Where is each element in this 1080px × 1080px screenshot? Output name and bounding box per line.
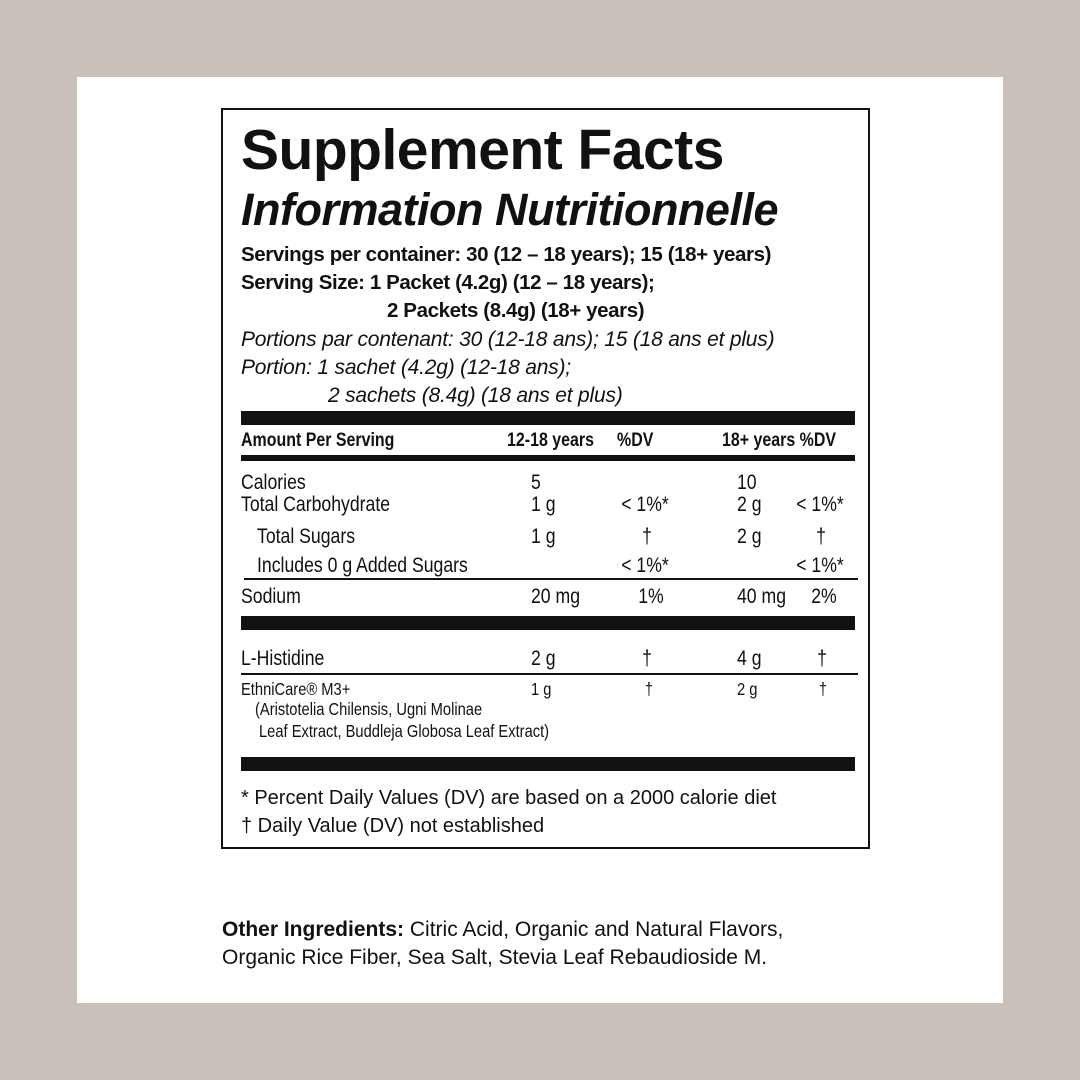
row-dv-2: †: [816, 525, 826, 548]
divider-medium: [241, 455, 855, 461]
other-ingredients-text-2: Organic Rice Fiber, Sea Salt, Stevia Lea…: [222, 946, 768, 969]
row-amount-2: 40 mg: [737, 585, 787, 608]
row-dv-1: †: [642, 525, 652, 548]
header-col2: 18+ years %DV: [722, 430, 837, 451]
serving-size-en-2: 2 Packets (8.4g) (18+ years): [387, 299, 645, 322]
other-ingredients-label: Other Ingredients:: [222, 918, 405, 941]
row-dv-1: †: [644, 679, 654, 699]
divider-thick: [241, 411, 855, 425]
row-dv-2: < 1%*: [796, 554, 844, 577]
row-name: Sodium: [241, 585, 301, 608]
row-dv-1: < 1%*: [621, 554, 669, 577]
row-amount-2: 2 g: [737, 679, 758, 699]
header-dv1: %DV: [617, 430, 654, 451]
row-name: L-Histidine: [241, 647, 325, 670]
divider-thin: [241, 673, 858, 675]
supplement-facts-box: [221, 108, 870, 849]
serving-size-fr-2: 2 sachets (8.4g) (18 ans et plus): [328, 384, 623, 407]
row-name: Total Carbohydrate: [241, 493, 391, 516]
row-amount-2: 10: [737, 471, 757, 494]
serving-size-fr-1: Portion: 1 sachet (4.2g) (12-18 ans);: [241, 356, 571, 379]
row-amount-1: 5: [531, 471, 541, 494]
divider-thick: [241, 757, 855, 771]
row-amount-2: 2 g: [737, 493, 762, 516]
ethnicare-detail-1: (Aristotelia Chilensis, Ugni Molinae: [255, 699, 483, 719]
servings-fr: Portions par contenant: 30 (12-18 ans); …: [241, 328, 775, 351]
row-amount-1: 1 g: [531, 525, 556, 548]
row-name: Total Sugars: [257, 525, 356, 548]
row-dv-2: †: [817, 647, 827, 670]
row-amount-2: 2 g: [737, 525, 762, 548]
row-dv-1: †: [642, 647, 652, 670]
other-ingredients-line-1: Other Ingredients: Citric Acid, Organic …: [222, 919, 783, 940]
serving-size-en-1: Serving Size: 1 Packet (4.2g) (12 – 18 y…: [241, 271, 655, 294]
row-dv-1: 1%: [638, 585, 664, 608]
footnote-dv: * Percent Daily Values (DV) are based on…: [241, 787, 777, 809]
divider-thin: [244, 578, 858, 580]
row-name: EthniCare® M3+: [241, 679, 351, 699]
row-name: Includes 0 g Added Sugars: [257, 554, 468, 577]
label-title: Supplement Facts: [241, 118, 724, 182]
header-col1: 12-18 years: [507, 430, 594, 451]
row-dv-2: < 1%*: [796, 493, 844, 516]
row-dv-1: < 1%*: [621, 493, 669, 516]
row-amount-1: 2 g: [531, 647, 556, 670]
row-dv-2: 2%: [811, 585, 837, 608]
footnote-dagger: † Daily Value (DV) not established: [241, 815, 545, 837]
ethnicare-detail-2: Leaf Extract, Buddleja Globosa Leaf Extr…: [259, 721, 550, 741]
label-subtitle: Information Nutritionnelle: [241, 184, 778, 235]
row-amount-1: 20 mg: [531, 585, 581, 608]
row-name: Calories: [241, 471, 306, 494]
row-amount-2: 4 g: [737, 647, 762, 670]
divider-thick: [241, 616, 855, 630]
row-amount-1: 1 g: [531, 493, 556, 516]
row-amount-1: 1 g: [531, 679, 552, 699]
other-ingredients-text-1: Citric Acid, Organic and Natural Flavors…: [404, 918, 784, 941]
row-dv-2: †: [818, 679, 828, 699]
header-amount: Amount Per Serving: [241, 430, 395, 451]
servings-en: Servings per container: 30 (12 – 18 year…: [241, 243, 772, 266]
